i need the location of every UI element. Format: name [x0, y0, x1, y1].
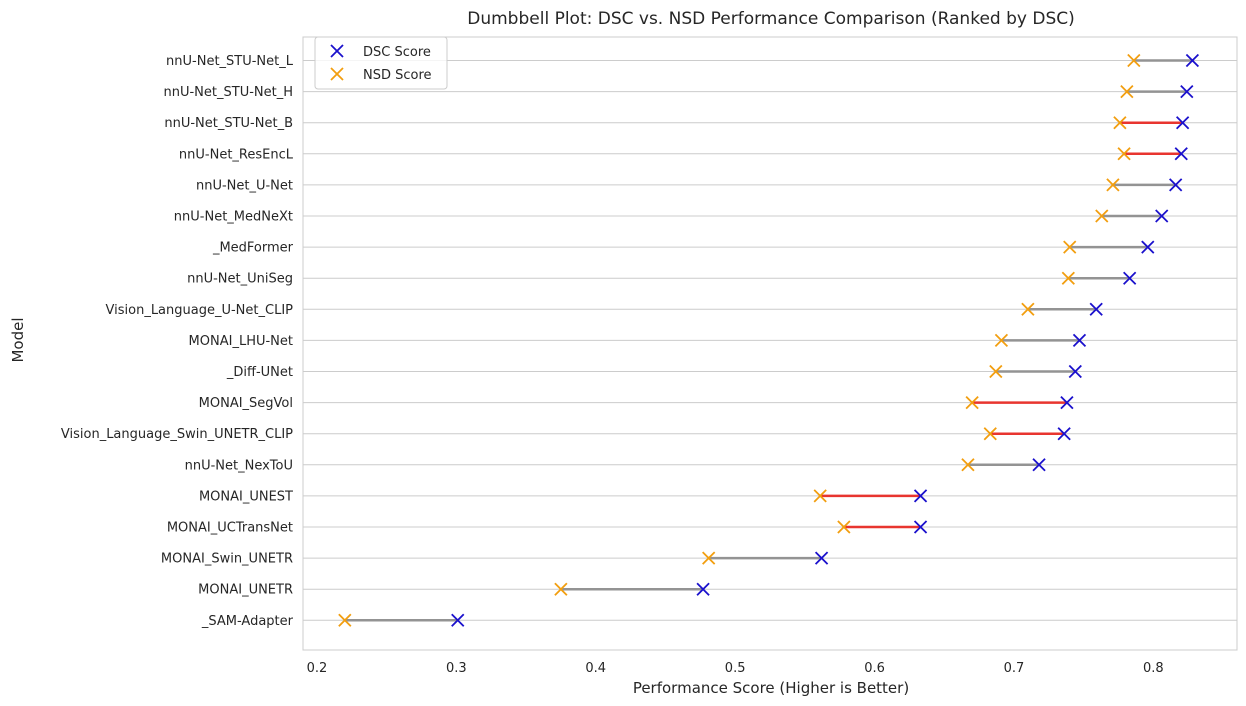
y-tick-label: nnU-Net_MedNeXt	[174, 210, 293, 225]
dsc-marker	[1180, 84, 1194, 99]
dsc-marker	[1072, 333, 1087, 348]
legend-nsd-marker	[330, 67, 344, 81]
nsd-marker	[1106, 178, 1120, 192]
dsc-marker	[1032, 458, 1046, 472]
y-tick-label: _MedFormer	[212, 241, 294, 256]
x-tick-label: 0.2	[307, 661, 328, 676]
dsc-marker	[1169, 178, 1183, 192]
dsc-marker	[1174, 147, 1188, 161]
nsd-marker	[965, 395, 979, 410]
x-tick-label: 0.6	[864, 661, 885, 676]
legend-dsc-cross	[330, 44, 344, 58]
connector-lines	[344, 59, 1193, 622]
y-tick-label: MONAI_Swin_UNETR	[161, 552, 293, 567]
y-tick-labels: nnU-Net_STU-Net_L nnU-Net_STU-Net_H nnU-Ne…	[61, 54, 294, 629]
x-tick-label: 0.7	[1004, 661, 1025, 676]
nsd-marker	[1063, 240, 1077, 254]
nsd-marker	[1120, 84, 1134, 99]
legend-box	[314, 36, 448, 90]
y-tick-label: MONAI_UNETR	[198, 583, 293, 598]
legend-nsd-label: NSD Score	[363, 68, 432, 83]
y-tick-label: Vision_Language_Swin_UNETR_CLIP	[61, 427, 293, 442]
y-tick-label: _SAM-Adapter	[201, 614, 294, 629]
nsd-marker	[1095, 209, 1109, 223]
legend-dsc-label: DSC Score	[363, 45, 431, 60]
nsd-marker	[1127, 53, 1141, 68]
y-tick-label: _Diff-UNet	[226, 365, 293, 380]
nsd-marker	[994, 333, 1009, 348]
grid-lines	[303, 60, 1237, 621]
dsc-marker	[1141, 240, 1155, 254]
nsd-marker	[1113, 116, 1127, 130]
y-tick-label: nnU-Net_U-Net	[196, 178, 293, 193]
y-axis-title: Model	[9, 317, 27, 362]
x-tick-labels: 0.2 0.3 0.4 0.5 0.6 0.7 0.8	[307, 661, 1164, 676]
dsc-marker	[814, 551, 829, 565]
legend-dsc-marker	[330, 44, 344, 58]
dsc-marker	[1123, 271, 1137, 285]
nsd-marker	[813, 489, 827, 503]
nsd-marker	[1021, 302, 1035, 316]
dsc-marker	[696, 582, 710, 596]
y-tick-label: nnU-Net_UniSeg	[187, 272, 293, 287]
y-tick-label: MONAI_SegVol	[199, 396, 293, 411]
nsd-marker	[1117, 147, 1131, 161]
x-axis-title: Performance Score (Higher is Better)	[633, 679, 909, 697]
dsc-marker	[913, 489, 928, 503]
dsc-marker	[1057, 427, 1071, 441]
x-tick-label: 0.8	[1143, 661, 1164, 676]
y-tick-label: nnU-Net_ResEncL	[179, 147, 294, 162]
chart-title: Dumbbell Plot: DSC vs. NSD Performance C…	[467, 9, 1074, 29]
legend: DSC Score NSD Score	[314, 36, 448, 90]
nsd-marker	[1061, 271, 1075, 285]
dsc-marker	[913, 520, 928, 534]
score-markers	[338, 53, 1200, 627]
plot-frame	[302, 36, 1238, 651]
y-tick-label: nnU-Net_STU-Net_H	[164, 85, 294, 100]
y-tick-label: Vision_Language_U-Net_CLIP	[106, 303, 294, 318]
dsc-marker	[1155, 209, 1169, 223]
dsc-marker	[1185, 53, 1200, 68]
dsc-marker	[1068, 364, 1082, 379]
y-tick-label: nnU-Net_STU-Net_B	[164, 116, 293, 131]
nsd-marker	[338, 613, 352, 627]
x-tick-label: 0.5	[725, 661, 746, 676]
x-tick-label: 0.4	[585, 661, 606, 676]
nsd-marker	[837, 520, 851, 534]
y-tick-label: MONAI_UNEST	[199, 489, 293, 504]
legend-nsd-cross	[330, 67, 344, 81]
y-tick-label: nnU-Net_STU-Net_L	[166, 54, 294, 69]
nsd-marker	[554, 582, 568, 596]
dsc-marker	[1089, 302, 1103, 316]
dsc-marker	[1060, 395, 1074, 410]
dsc-marker	[1175, 116, 1190, 130]
y-tick-label: MONAI_UCTransNet	[167, 521, 293, 536]
nsd-marker	[989, 364, 1003, 379]
y-tick-label: MONAI_LHU-Net	[189, 334, 293, 349]
dsc-marker	[451, 613, 465, 627]
y-tick-label: nnU-Net_NexToU	[185, 458, 293, 473]
nsd-marker	[961, 458, 975, 472]
nsd-marker	[983, 427, 997, 441]
x-tick-label: 0.3	[446, 661, 467, 676]
nsd-marker	[702, 551, 716, 565]
